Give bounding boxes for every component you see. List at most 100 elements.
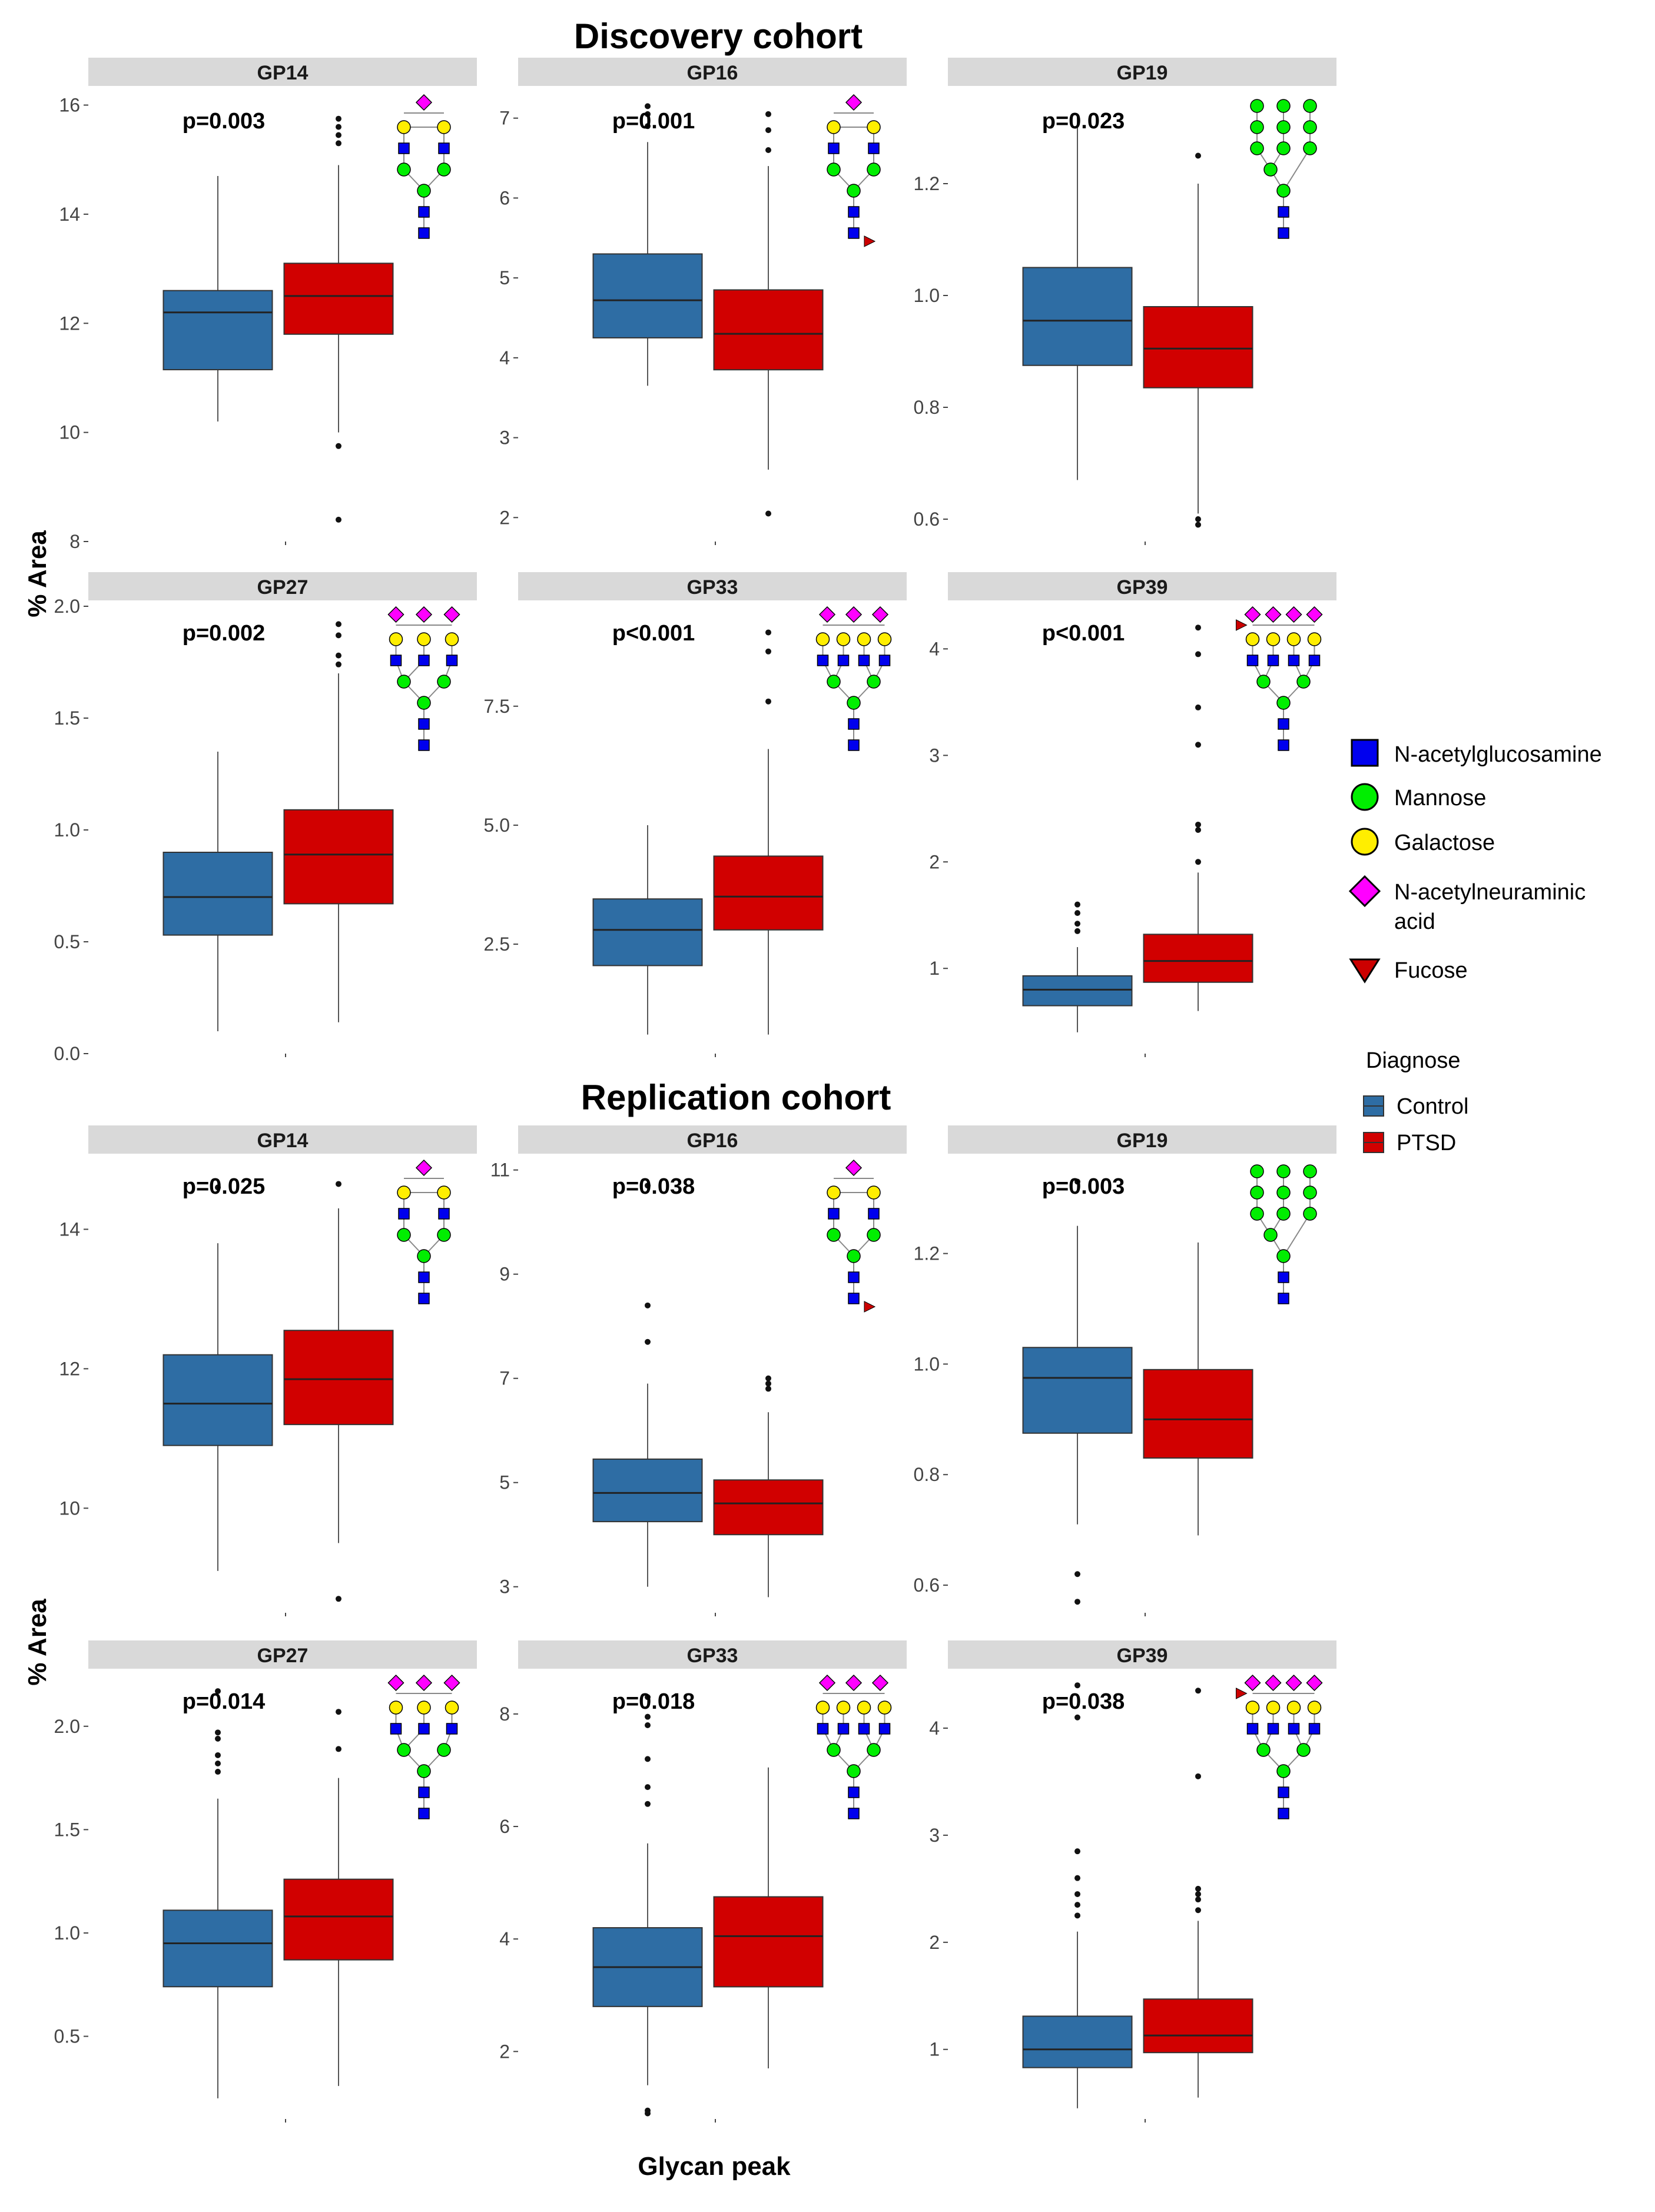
outlier-point (1074, 1682, 1080, 1689)
y-tick-label: 5 (499, 267, 510, 288)
glycan-structure-icon (397, 94, 451, 239)
glycan-structure-icon (397, 1159, 451, 1304)
y-tick-label: 3 (929, 1825, 940, 1846)
outlier-point (1195, 152, 1201, 159)
glycan-structure-icon (1250, 99, 1317, 239)
y-tick-label: 0.5 (54, 931, 80, 952)
neuac-icon (443, 606, 460, 623)
box-iqr (592, 1458, 703, 1523)
glcnac-icon (848, 1786, 860, 1798)
outlier-point (765, 147, 771, 153)
glcnac-icon (828, 142, 840, 154)
facet-strip (948, 572, 1336, 600)
glcnac-icon (1278, 739, 1289, 751)
glycan-structure-icon (827, 1159, 881, 1313)
legend-label-neuac-line2: acid (1394, 909, 1435, 934)
box-control (1022, 1682, 1133, 2108)
outlier-point (645, 111, 651, 117)
outlier-point (645, 103, 651, 109)
mannose-icon (417, 1249, 431, 1263)
square-icon (1351, 739, 1379, 767)
legend-label-fucose: Fucose (1394, 958, 1468, 983)
outlier-point (1195, 821, 1201, 828)
outlier-point (1074, 1714, 1080, 1721)
glcnac-icon (1288, 1723, 1300, 1735)
box-iqr (1022, 975, 1133, 1007)
neuac-icon (818, 606, 836, 623)
y-tick-label: 7.5 (484, 696, 510, 717)
mannose-icon (827, 1743, 841, 1757)
box-iqr (283, 809, 394, 905)
outlier-point (645, 1183, 651, 1189)
y-tick-label: 0.8 (914, 397, 940, 418)
neuac-icon (1265, 606, 1282, 623)
panel-replication-gp14: GP14 10 12 14 p=0.025 (59, 1125, 477, 1616)
glcnac-icon (1308, 655, 1321, 666)
box-iqr (283, 1330, 394, 1426)
box-control (1022, 901, 1133, 1032)
outlier-point (645, 2110, 651, 2117)
facet-title: GP19 (1117, 62, 1168, 84)
panel-discovery-gp16: GP16 2 3 4 5 6 7 p=0.001 (499, 58, 907, 545)
p-value: p=0.014 (183, 1689, 266, 1714)
facet-title: GP33 (687, 576, 738, 599)
outlier-point (1074, 921, 1080, 927)
y-tick-label: 7 (499, 108, 510, 129)
y-tick-label: 10 (59, 422, 80, 443)
box-iqr (1022, 2015, 1133, 2068)
legend-monosaccharides: N-acetylglucosamine Mannose Galactose N-… (1348, 739, 1602, 984)
neuac-icon (415, 1159, 433, 1177)
box-iqr (592, 898, 703, 966)
box-iqr (713, 1896, 824, 1988)
mannose-icon (1276, 99, 1291, 113)
outlier-point (645, 1694, 651, 1700)
panel-discovery-gp27: GP27 0.0 0.5 1.0 1.5 2.0 p=0.002 (54, 572, 477, 1064)
facet-title: GP39 (1117, 1645, 1168, 1667)
y-tick-label: 0.0 (54, 1043, 80, 1064)
glcnac-icon (1288, 655, 1300, 666)
mannose-icon (397, 1228, 411, 1242)
neuac-icon (443, 1674, 460, 1692)
galactose-icon (1266, 632, 1281, 646)
mannose-icon (1276, 141, 1291, 155)
galactose-icon (836, 1700, 851, 1715)
panel-replication-gp33: GP33 2 4 6 8 p=0.018 (499, 1640, 907, 2123)
outlier-point (765, 1380, 771, 1387)
neuac-icon (1306, 1674, 1323, 1692)
outlier-point (215, 1729, 221, 1736)
galactose-icon (827, 120, 841, 134)
outlier-point (1074, 1571, 1080, 1577)
glcnac-icon (858, 1723, 870, 1735)
outlier-point (1074, 901, 1080, 908)
mannose-icon (1303, 1185, 1317, 1200)
outlier-point (336, 115, 341, 122)
legend-item-glcnac: N-acetylglucosamine (1351, 739, 1602, 767)
y-tick-label: 2.5 (484, 934, 510, 955)
box-ptsd (1143, 152, 1253, 528)
mannose-icon (437, 675, 451, 689)
facet-strip (88, 58, 477, 86)
box-iqr (1143, 1369, 1253, 1459)
outlier-point (765, 1386, 771, 1392)
legend-label-ptsd: PTSD (1397, 1131, 1456, 1155)
x-axis-label: Glycan peak (638, 2152, 791, 2181)
fucose-icon (1236, 619, 1248, 631)
box-ptsd (283, 621, 394, 1022)
y-tick-label: 1.0 (914, 285, 940, 306)
outlier-point (765, 648, 771, 655)
galactose-icon (877, 632, 892, 646)
outlier-point (336, 132, 341, 138)
glcnac-icon (446, 1723, 458, 1735)
galactose-icon (827, 1185, 841, 1200)
outlier-point (765, 629, 771, 636)
mannose-icon (1263, 1228, 1278, 1242)
circle-icon (1351, 783, 1379, 811)
outlier-point (1074, 1875, 1080, 1881)
galactose-icon (437, 120, 451, 134)
y-tick-label: 1.5 (54, 708, 80, 729)
glycan-structure-icon (815, 606, 892, 751)
y-tick-label: 16 (59, 95, 80, 116)
outlier-point (645, 1722, 651, 1729)
glcnac-icon (848, 1271, 860, 1283)
galactose-icon (1307, 1700, 1322, 1715)
